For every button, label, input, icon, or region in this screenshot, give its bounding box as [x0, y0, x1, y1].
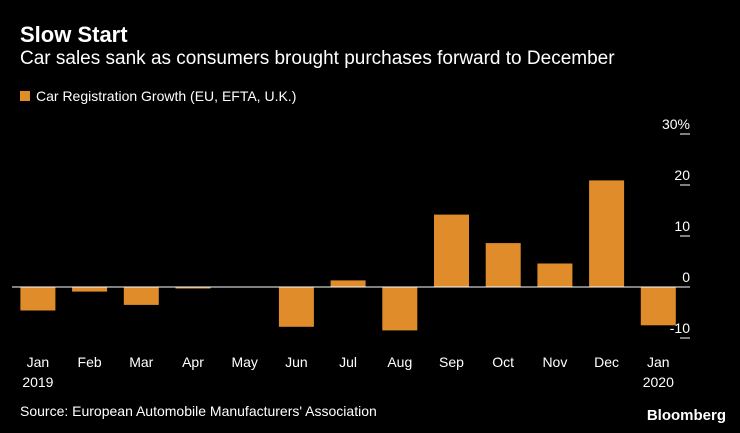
bar — [330, 280, 366, 287]
y-tick-label: 30% — [662, 116, 690, 132]
y-tick-label: 10 — [674, 218, 690, 234]
bar — [589, 180, 625, 287]
bar — [485, 243, 521, 287]
legend-label: Car Registration Growth (EU, EFTA, U.K.) — [36, 88, 297, 104]
chart-title: Slow Start — [20, 22, 128, 47]
x-tick-label: Jun — [285, 354, 308, 370]
x-tick-label: Sep — [439, 354, 464, 370]
x-tick-label: Mar — [129, 354, 153, 370]
source-note: Source: European Automobile Manufacturer… — [20, 403, 377, 419]
bar — [123, 287, 159, 305]
x-tick-label: Dec — [594, 354, 619, 370]
bars — [20, 180, 676, 331]
y-tick-label: 20 — [674, 167, 690, 183]
x-tick-label: Apr — [182, 354, 204, 370]
bar — [72, 287, 108, 292]
bloomberg-logo: Bloomberg — [646, 407, 726, 424]
bar — [382, 287, 418, 331]
x-tick-label: Oct — [492, 354, 514, 370]
x-tick-label: May — [231, 354, 257, 370]
bar — [278, 287, 314, 327]
x-tick-label: Feb — [78, 354, 102, 370]
y-tick-label: 0 — [682, 269, 690, 285]
bar — [434, 214, 469, 287]
x-tick-label: Jul — [339, 354, 357, 370]
x-tick-label: Aug — [387, 354, 412, 370]
bar — [20, 287, 56, 311]
x-tick-label: Nov — [542, 354, 567, 370]
x-year-label: 2020 — [643, 374, 674, 390]
legend-swatch — [20, 91, 30, 101]
bar — [537, 263, 573, 287]
x-tick-label: Jan — [647, 354, 670, 370]
bar — [640, 287, 676, 326]
x-tick-label: Jan — [27, 354, 50, 370]
x-year-label: 2019 — [22, 374, 53, 390]
x-axis: Jan 2019 Feb Mar Apr May Jun Jul Aug Sep Oct Nov Dec… — [22, 354, 674, 390]
legend: Car Registration Growth (EU, EFTA, U.K.) — [20, 87, 296, 105]
bar — [175, 287, 211, 289]
chart-subtitle: Car sales sank as consumers brought purc… — [20, 48, 615, 69]
